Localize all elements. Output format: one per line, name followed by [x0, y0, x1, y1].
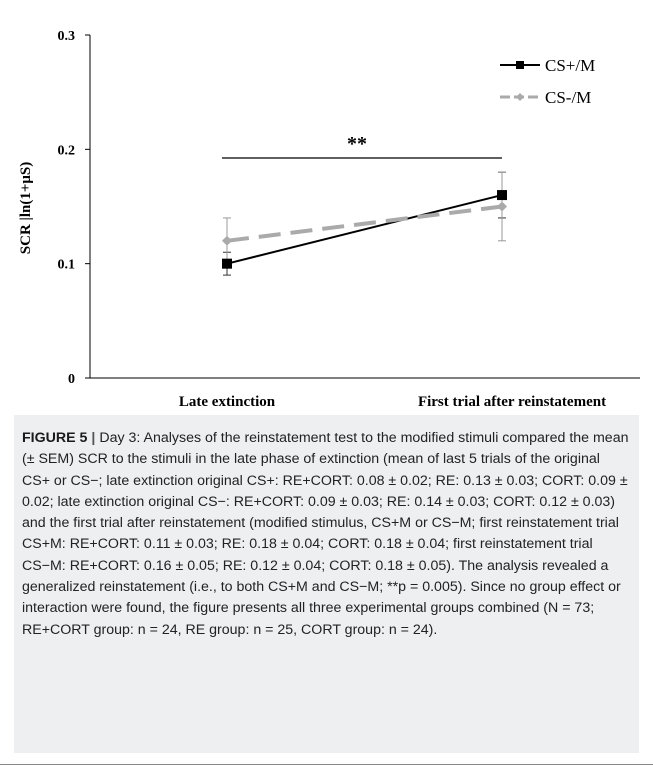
- legend-label: CS-/M: [545, 88, 591, 107]
- series-lines: [226, 194, 503, 265]
- data-point: [222, 235, 232, 246]
- series-line: [226, 194, 503, 265]
- legend: CS+/M CS-/M: [500, 56, 595, 107]
- caption-box: [14, 415, 639, 753]
- y-tick-label: 0.1: [58, 258, 76, 273]
- x-axis-categories: Late extinction First trial after reinsta…: [179, 394, 606, 410]
- legend-marker: [516, 93, 524, 101]
- y-axis-ticks: 0 0.1 0.2 0.3: [58, 29, 90, 387]
- x-category-label: Late extinction: [179, 394, 276, 410]
- x-category-label: First trial after reinstatement: [418, 394, 606, 410]
- chart: 0 0.1 0.2 0.3 SCR |ln(1+μS) Late extinction…: [18, 29, 640, 410]
- y-tick-label: 0: [68, 372, 75, 387]
- legend-marker: [516, 61, 524, 69]
- data-point: [497, 190, 507, 201]
- y-tick-label: 0.2: [58, 143, 76, 158]
- data-point: [497, 201, 507, 212]
- bottom-rule: [0, 764, 653, 765]
- series-line: [226, 204, 503, 243]
- y-axis-title: SCR |ln(1+μS): [18, 162, 34, 254]
- legend-label: CS+/M: [545, 56, 595, 75]
- caption-separator: |: [91, 430, 96, 446]
- figure-label: FIGURE 5: [22, 430, 88, 446]
- figure-caption: FIGURE 5 | Day 3: Analyses of the reinst…: [22, 428, 630, 641]
- significance-label: **: [347, 133, 367, 155]
- data-markers: [222, 190, 507, 269]
- y-tick-label: 0.3: [58, 29, 76, 44]
- data-point: [222, 258, 232, 269]
- caption-text: Day 3: Analyses of the reinstatement tes…: [22, 430, 629, 638]
